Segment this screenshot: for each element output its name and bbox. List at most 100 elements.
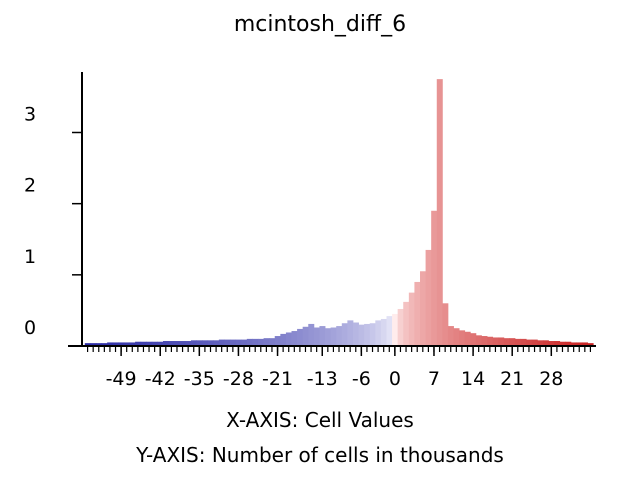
histogram-bar bbox=[514, 338, 521, 346]
histogram-bar bbox=[397, 308, 404, 346]
histogram-bar bbox=[123, 342, 130, 346]
histogram-bar bbox=[269, 338, 276, 346]
histogram-bar bbox=[196, 340, 203, 346]
histogram-bar bbox=[526, 339, 533, 346]
histogram-bar bbox=[241, 339, 248, 346]
histogram-bar bbox=[498, 337, 505, 346]
histogram-bar bbox=[308, 323, 315, 346]
histogram-bar bbox=[582, 342, 589, 346]
histogram-bar bbox=[246, 338, 253, 346]
histogram-bar bbox=[213, 340, 220, 346]
x-tick-label: -35 bbox=[184, 368, 215, 390]
histogram-bar bbox=[224, 339, 231, 346]
histogram-bar bbox=[118, 342, 125, 346]
histogram-bar bbox=[107, 342, 114, 346]
histogram-bar bbox=[163, 341, 169, 346]
histogram-bar bbox=[576, 342, 583, 346]
histogram-bar bbox=[408, 292, 415, 346]
x-tick-label: -28 bbox=[223, 368, 254, 390]
chart-title: mcintosh_diff_6 bbox=[234, 12, 406, 37]
x-tick-label: 28 bbox=[539, 368, 563, 390]
histogram-bar bbox=[274, 336, 281, 346]
histogram-bar bbox=[487, 336, 494, 346]
histogram-bar bbox=[431, 210, 438, 346]
histogram-bar bbox=[202, 340, 209, 346]
histogram-bar bbox=[358, 324, 365, 346]
histogram-bar bbox=[207, 340, 214, 346]
y-axis-ticks: 0 1 2 3 bbox=[24, 103, 82, 347]
histogram-bar bbox=[420, 271, 426, 346]
histogram-bar bbox=[470, 333, 477, 346]
histogram-bar bbox=[157, 341, 164, 346]
x-tick-label: 21 bbox=[500, 368, 524, 390]
histogram-bar bbox=[313, 327, 320, 346]
histogram-bar bbox=[537, 340, 544, 346]
y-tick-label: 1 bbox=[24, 246, 36, 268]
histogram-bar bbox=[542, 340, 549, 346]
histogram-bar bbox=[218, 339, 225, 346]
x-axis-ticks: -49 -42 -35 -28 -21 -13 -6 0 7 14 21 28 bbox=[86, 346, 592, 390]
histogram-bar bbox=[95, 343, 102, 346]
histogram-bar bbox=[436, 79, 443, 347]
histogram-bar bbox=[414, 281, 421, 346]
histogram-bar bbox=[319, 326, 326, 346]
histogram-bar bbox=[297, 328, 304, 346]
histogram-bar bbox=[375, 320, 382, 346]
histogram-bar bbox=[185, 341, 192, 346]
histogram-bar bbox=[135, 341, 142, 346]
histogram-bar bbox=[386, 316, 393, 346]
x-tick-label: 14 bbox=[461, 368, 485, 390]
histogram-bar bbox=[151, 341, 158, 346]
histogram-bar bbox=[174, 341, 181, 346]
histogram-bar bbox=[503, 338, 510, 346]
x-axis-label: X-AXIS: Cell Values bbox=[226, 408, 414, 432]
histogram-bar bbox=[520, 338, 527, 346]
histogram-bar bbox=[425, 249, 432, 346]
histogram-bar bbox=[257, 338, 264, 346]
histogram-bar bbox=[90, 343, 97, 346]
histogram-bar bbox=[146, 341, 153, 346]
histogram-bars bbox=[84, 79, 594, 347]
histogram-bar bbox=[587, 343, 594, 346]
y-tick-label: 2 bbox=[24, 175, 36, 197]
histogram-bar bbox=[380, 318, 387, 346]
histogram-bar bbox=[392, 313, 399, 346]
histogram-bar bbox=[140, 341, 147, 346]
histogram-bar bbox=[291, 331, 298, 346]
x-tick-label: 0 bbox=[389, 368, 401, 390]
histogram-bar bbox=[347, 320, 354, 346]
histogram-bar bbox=[179, 341, 186, 346]
x-tick-label: -49 bbox=[106, 368, 137, 390]
histogram-bar bbox=[230, 339, 237, 346]
histogram-bar bbox=[554, 341, 561, 346]
histogram-bar bbox=[548, 341, 555, 346]
histogram-bar bbox=[336, 326, 343, 346]
histogram-bar bbox=[559, 341, 566, 346]
histogram-bar bbox=[280, 333, 287, 346]
histogram-bar bbox=[285, 332, 292, 346]
histogram-bar bbox=[330, 327, 337, 346]
histogram-bar bbox=[492, 337, 499, 346]
histogram-bar bbox=[112, 342, 119, 346]
histogram-bar bbox=[509, 338, 516, 346]
histogram-bar bbox=[364, 323, 371, 346]
x-tick-label: -21 bbox=[262, 368, 293, 390]
histogram-bar bbox=[101, 343, 108, 346]
histogram-bar bbox=[565, 341, 572, 346]
histogram-bar bbox=[570, 342, 577, 346]
histogram-bar bbox=[252, 338, 259, 346]
histogram-bar bbox=[369, 323, 376, 346]
histogram-bar bbox=[481, 336, 488, 346]
histogram-bar bbox=[447, 326, 454, 346]
histogram-bar bbox=[475, 335, 482, 346]
histogram-bar bbox=[190, 340, 197, 346]
x-tick-label: -42 bbox=[145, 368, 176, 390]
x-tick-label: -13 bbox=[307, 368, 338, 390]
x-tick-label: 7 bbox=[428, 368, 440, 390]
histogram-bar bbox=[453, 328, 460, 346]
y-tick-label: 0 bbox=[24, 317, 36, 339]
histogram-bar bbox=[352, 322, 359, 346]
histogram-bar bbox=[325, 328, 332, 346]
histogram-bar bbox=[235, 339, 242, 346]
